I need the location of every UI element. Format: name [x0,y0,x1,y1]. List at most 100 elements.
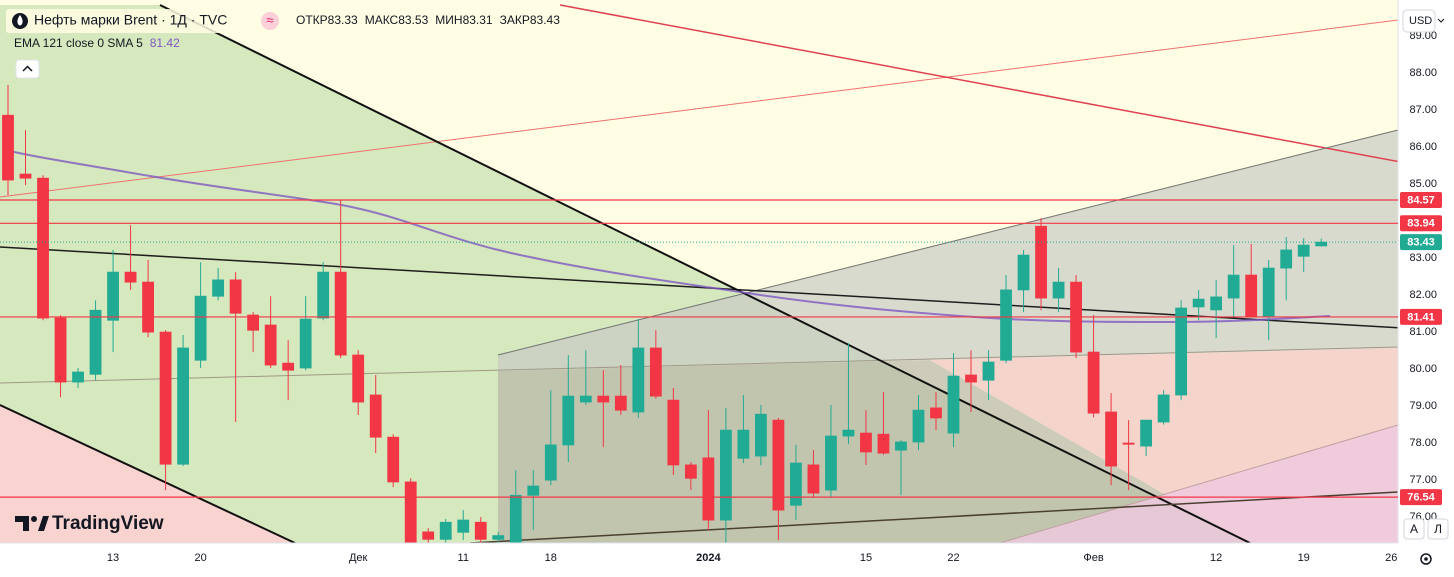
candle-body [54,317,67,383]
x-tick-label: 26 [1385,552,1397,564]
currency-selector[interactable]: USD [1402,9,1445,33]
candle-body [755,413,767,457]
x-tick-label: 15 [860,552,872,564]
ohlc-value: 83.33 [328,13,358,27]
candle-body [1280,249,1293,269]
candle-body [825,435,837,491]
candle-body [1175,307,1188,396]
currency-box[interactable] [1402,9,1436,33]
trend-line [0,19,1398,198]
candle-body [1052,281,1065,299]
candle-body [1035,225,1047,299]
badge [261,12,279,30]
price-lines: 84.57 83.94 81.41 76.54 83.43 [0,191,1442,506]
ohlc-value: 83.43 [530,13,560,27]
candle-body [877,433,890,454]
collapse-icon [22,65,33,72]
y-tick-label: 83.00 [1409,252,1437,264]
candle-body [299,318,312,369]
badge-icon: ≈ [266,12,273,27]
trend-line [159,4,1251,543]
candle-body [579,395,592,403]
y-tick-label: 87.00 [1409,104,1437,116]
candle-body [1105,411,1117,467]
price-label: 83.94 [1407,218,1435,230]
price-label: 83.43 [1407,237,1435,249]
ohlc-label: МИН [435,13,462,27]
candles [2,84,1328,543]
ohlc-label: ЗАКР [500,13,530,27]
scale-button[interactable] [1427,518,1449,540]
price-label-box [1400,215,1442,232]
candle-body [124,271,137,283]
price-axis [1398,0,1454,577]
candle-body [947,375,960,434]
y-tick-label: 77.00 [1409,474,1437,486]
logo-mark [15,516,29,531]
currency[interactable]: USD [1409,15,1432,27]
candle-body [965,374,977,383]
candle-body [509,494,522,543]
x-tick-label: 12 [1210,552,1222,564]
candle-body [334,271,347,356]
indicator-value: 81.42 [150,36,180,50]
trend-line [559,4,1398,163]
trend-line [0,404,296,543]
candle-body [772,419,785,511]
candle-body [632,347,645,413]
candle-body [667,399,680,466]
settings-button[interactable] [1420,553,1432,565]
price-label-box [1400,308,1442,325]
candle-body [492,535,505,540]
candle-body [229,279,242,314]
logo-mark [38,516,49,531]
x-tick-label: 13 [107,552,119,564]
candle-body [1245,274,1258,317]
candle-body [1262,267,1275,317]
y-tick-label: 81.00 [1409,326,1437,338]
chart-title: Нефть марки Brent · 1Д · TVC [34,12,227,28]
candle-body [719,429,732,521]
x-tick-label: 18 [545,552,557,564]
candle-body [387,436,400,483]
ohlc-value: 83.31 [463,13,493,27]
candle-body [842,429,855,437]
x-tick-label: 20 [194,552,206,564]
candle-body [912,409,925,443]
candle-body [614,395,627,411]
x-tick-label: 11 [458,552,469,564]
time-axis [0,543,1454,577]
scale-button-label[interactable]: Л [1434,522,1442,536]
y-tick-label: 88.00 [1409,67,1437,79]
y-tick-label: 89.00 [1409,30,1437,42]
collapse-button[interactable] [15,59,40,79]
candle-body [212,279,225,297]
candle-body [89,309,102,375]
candle-body [1315,241,1328,247]
candle-body [790,462,802,506]
price-label-box [1400,489,1442,506]
candle-body [1157,394,1170,423]
candle-body [247,314,260,331]
candle-body [317,271,330,319]
price-label-box [1400,191,1442,208]
candle-body [1192,298,1205,308]
scale-button[interactable] [1403,518,1425,540]
candle-body [1017,254,1030,291]
candle-body [19,173,32,179]
ohlc-label: МАКС [365,13,399,27]
symbol-icon-drop [17,15,23,26]
candle-body [1210,296,1223,311]
candle-body [159,331,172,465]
candle-body [2,114,14,181]
candle-body [72,371,84,383]
currency-chevron [1437,18,1445,23]
candle-body [702,457,715,521]
candle-body [807,464,820,494]
scale-button-label[interactable]: A [1410,522,1418,536]
candle-body [1122,442,1135,445]
candle-body [544,444,557,481]
price-label: 84.57 [1407,194,1435,206]
